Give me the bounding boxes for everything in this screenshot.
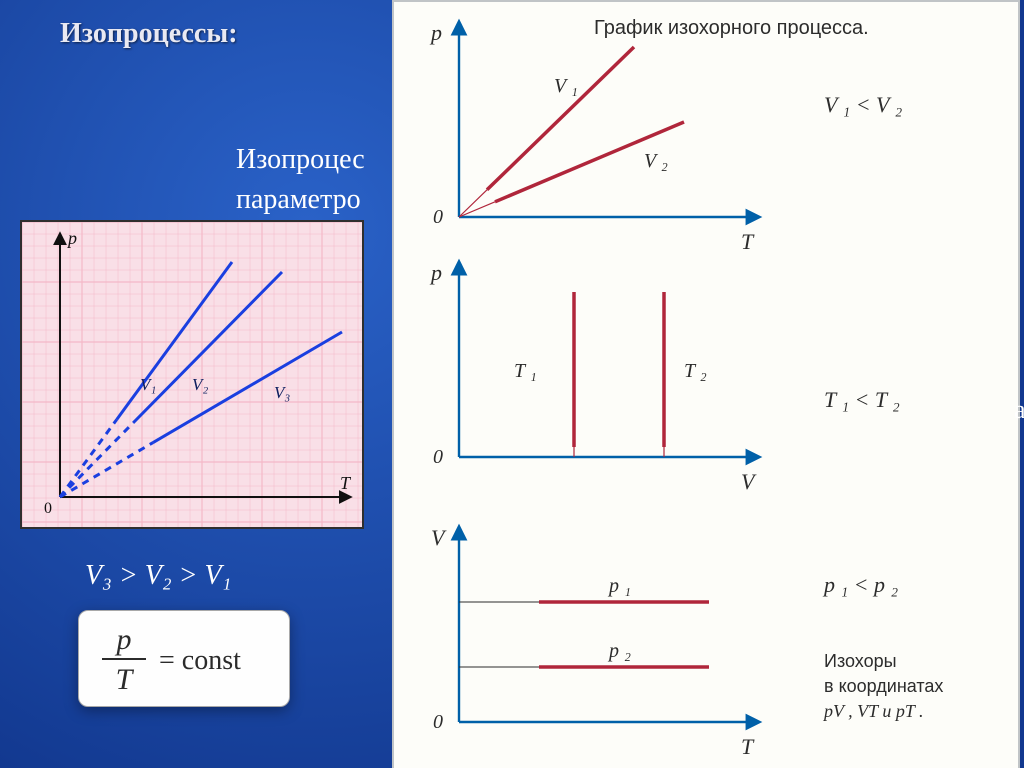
subtitle-text: Изопроцес параметро: [236, 140, 365, 220]
subtitle-line1: Изопроцес: [236, 144, 365, 175]
svg-text:V₂: V₂: [192, 375, 208, 394]
subtitle-line2: параметро: [236, 184, 361, 215]
svg-text:T: T: [741, 734, 755, 759]
svg-text:График изохорного процесса.: График изохорного процесса.: [594, 17, 869, 39]
svg-text:p: p: [429, 20, 442, 45]
page-title: Изопроцессы:: [60, 18, 238, 50]
svg-text:V₃: V₃: [274, 383, 290, 402]
svg-text:= const: = const: [159, 645, 241, 676]
svg-text:V: V: [741, 469, 757, 494]
svg-text:V: V: [431, 525, 447, 550]
svg-text:0: 0: [433, 206, 443, 228]
svg-text:в координатах: в координатах: [824, 676, 943, 696]
gay-lussac-formula: pT = const: [78, 610, 290, 707]
cut-off-letter: а: [1014, 395, 1024, 425]
svg-text:p: p: [66, 228, 77, 248]
svg-text:T: T: [116, 663, 135, 696]
svg-text:T ₂: T ₂: [684, 360, 707, 382]
svg-text:V ₁: V ₁: [554, 75, 578, 97]
isochoric-pt-chart: pT0V₁V₂V₃: [20, 220, 364, 529]
svg-text:0: 0: [44, 500, 52, 517]
svg-text:T: T: [741, 229, 755, 254]
svg-text:V₁: V₁: [140, 375, 156, 394]
volume-inequality: V₃ > V₂ > V₁: [85, 560, 231, 592]
svg-text:p ₁: p ₁: [607, 575, 631, 597]
svg-text:V ₂: V ₂: [644, 150, 668, 172]
svg-text:pV , VT и pT .: pV , VT и pT .: [822, 701, 924, 721]
svg-text:p ₁ < p ₂: p ₁ < p ₂: [822, 572, 898, 597]
svg-text:Изохоры: Изохоры: [824, 651, 897, 671]
svg-text:0: 0: [433, 446, 443, 468]
svg-text:p ₂: p ₂: [607, 640, 631, 662]
svg-text:p: p: [429, 260, 442, 285]
isochoric-triptych: График изохорного процесса. p T 0 V ₁ V ₂ V ₁ …: [392, 0, 1020, 768]
svg-text:0: 0: [433, 711, 443, 733]
svg-text:T ₁ < T ₂: T ₁ < T ₂: [824, 387, 900, 412]
svg-text:p: p: [115, 623, 132, 656]
svg-text:T ₁: T ₁: [514, 360, 537, 382]
svg-text:V ₁ < V ₂: V ₁ < V ₂: [824, 92, 903, 117]
